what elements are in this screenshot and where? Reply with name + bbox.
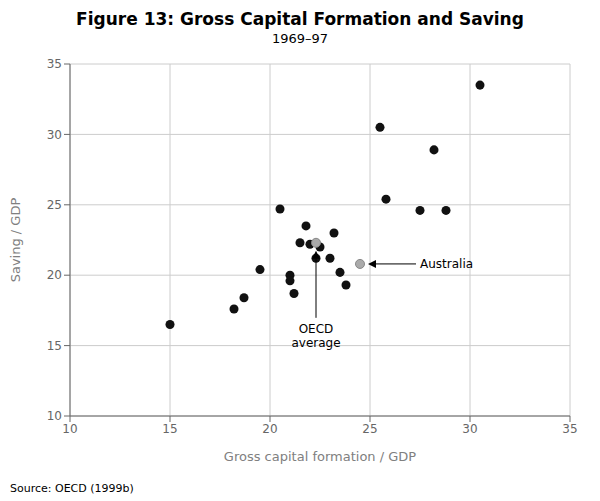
svg-text:20: 20	[262, 422, 277, 436]
svg-text:25: 25	[47, 198, 62, 212]
svg-text:Gross capital formation / GDP: Gross capital formation / GDP	[224, 449, 416, 464]
svg-text:10: 10	[47, 409, 62, 423]
html-text:Source: OECD (1999b): Source: OECD (1999b)	[10, 482, 134, 495]
svg-text:Australia: Australia	[420, 256, 473, 270]
html-text:1969–97: 1969–97	[271, 31, 329, 46]
svg-text:25: 25	[362, 422, 377, 436]
svg-text:10: 10	[62, 422, 77, 436]
html-text:Figure 13: Gross Capital Forma: Figure 13: Gross Capital Formation and S…	[76, 9, 524, 29]
svg-text:35: 35	[47, 57, 62, 71]
svg-text:15: 15	[162, 422, 177, 436]
svg-text:15: 15	[47, 339, 62, 353]
svg-text:Saving / GDP: Saving / GDP	[8, 198, 23, 283]
svg-text:20: 20	[47, 268, 62, 282]
svg-text:OECDaverage: OECDaverage	[291, 322, 340, 350]
svg-text:30: 30	[47, 128, 62, 142]
svg-text:30: 30	[462, 422, 477, 436]
svg-text:35: 35	[562, 422, 577, 436]
